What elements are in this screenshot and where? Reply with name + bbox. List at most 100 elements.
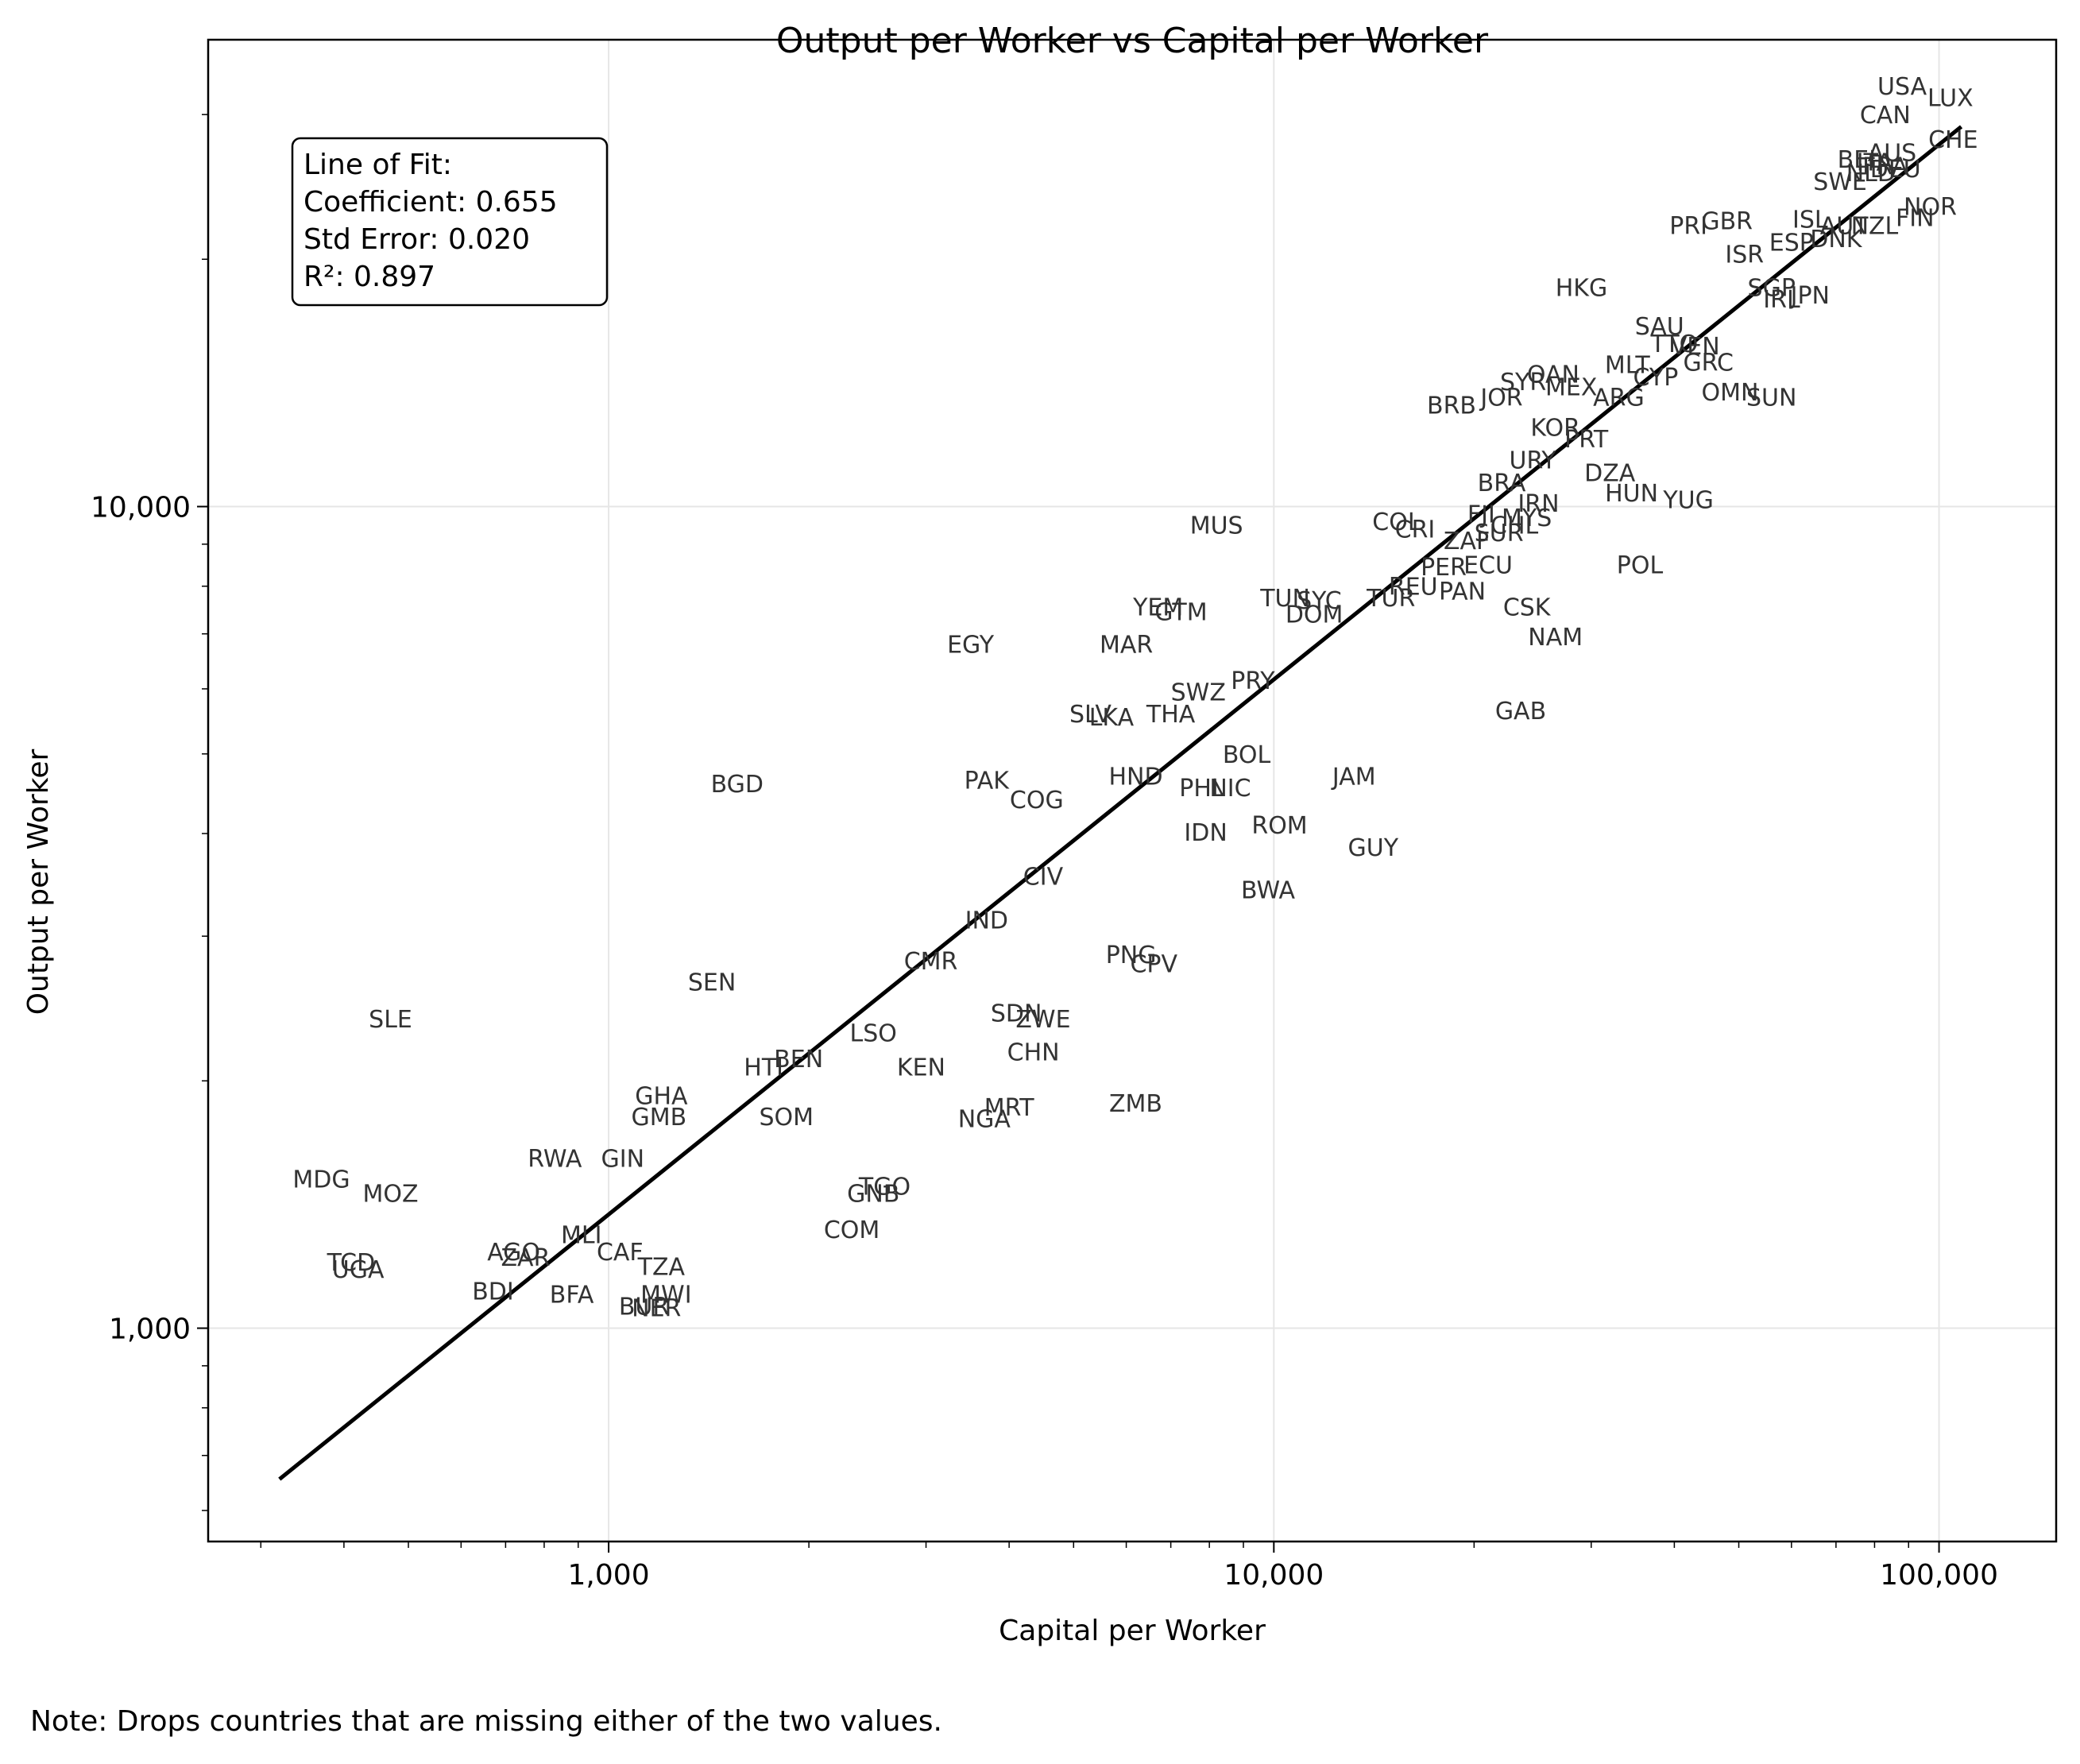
country-point-cri: CRI xyxy=(1395,516,1436,544)
country-point-isr: ISR xyxy=(1725,242,1764,269)
country-point-uga: UGA xyxy=(332,1256,385,1284)
country-point-nga: NGA xyxy=(958,1106,1011,1134)
country-point-nam: NAM xyxy=(1528,624,1583,652)
country-point-tto: TTO xyxy=(1650,331,1699,358)
country-point-pak: PAK xyxy=(965,767,1011,795)
country-point-phl: PHL xyxy=(1179,775,1225,803)
country-point-civ: CIV xyxy=(1023,864,1064,892)
country-point-gtm: GTM xyxy=(1154,599,1207,627)
country-point-nld: NLD xyxy=(1846,160,1896,188)
country-point-grc: GRC xyxy=(1683,349,1734,377)
country-point-gmb: GMB xyxy=(631,1104,686,1132)
country-point-tgo: TGO xyxy=(858,1173,910,1201)
country-point-cyp: CYP xyxy=(1633,364,1679,392)
country-point-zar: ZAR xyxy=(501,1244,551,1272)
country-point-bra: BRA xyxy=(1478,470,1526,497)
fit-line xyxy=(278,125,1963,1481)
country-point-irl: IRL xyxy=(1763,286,1800,314)
country-point-zwe: ZWE xyxy=(1015,1006,1070,1034)
country-point-lka: LKA xyxy=(1089,704,1135,732)
footnote: Note: Drops countries that are missing e… xyxy=(30,1705,942,1738)
country-point-mar: MAR xyxy=(1100,632,1153,660)
country-point-tha: THA xyxy=(1146,701,1196,729)
y-tick-label: 10,000 xyxy=(91,492,191,524)
annotation-line: Coefficient: 0.655 xyxy=(303,186,558,219)
country-point-ury: URY xyxy=(1510,447,1557,475)
country-point-per: PER xyxy=(1421,554,1467,582)
country-point-tun: TUN xyxy=(1259,585,1310,613)
annotation-line: R²: 0.897 xyxy=(303,261,435,293)
country-point-tza: TZA xyxy=(637,1253,686,1281)
country-point-slv: SLV xyxy=(1069,701,1112,729)
country-point-lux: LUX xyxy=(1927,84,1974,112)
country-point-jpn: JPN xyxy=(1789,282,1830,310)
country-point-png: PNG xyxy=(1106,942,1157,969)
country-point-dom: DOM xyxy=(1286,602,1343,629)
country-point-zmb: ZMB xyxy=(1109,1090,1162,1118)
country-point-bur: BUR xyxy=(619,1293,669,1321)
country-point-brb: BRB xyxy=(1427,392,1476,420)
country-point-deu: DEU xyxy=(1870,156,1921,184)
country-point-oan: OAN xyxy=(1527,362,1579,389)
country-point-reu: REU xyxy=(1389,574,1438,602)
country-point-hti: HTI xyxy=(744,1054,783,1082)
country-point-pri: PRI xyxy=(1669,212,1707,240)
plot-frame xyxy=(207,38,2058,1543)
country-point-bwa: BWA xyxy=(1241,876,1296,904)
country-point-tcd: TCD xyxy=(327,1249,376,1277)
country-point-usa: USA xyxy=(1877,73,1927,101)
country-point-rwa: RWA xyxy=(528,1146,582,1174)
country-point-moz: MOZ xyxy=(363,1181,419,1209)
country-point-mex: MEX xyxy=(1545,373,1597,401)
country-point-cpv: CPV xyxy=(1130,950,1177,978)
country-point-sgp: SGP xyxy=(1748,274,1796,302)
y-axis-label: Output per Worker xyxy=(22,749,55,1015)
country-point-caf: CAF xyxy=(597,1239,644,1267)
country-point-com: COM xyxy=(824,1217,880,1244)
annotation-frame xyxy=(291,137,609,307)
country-point-guy: GUY xyxy=(1347,834,1398,862)
axis-ticks: 1,000 10,000 100,000 1,000 10,000 xyxy=(91,114,1998,1592)
country-point-irn: IRN xyxy=(1517,490,1559,518)
country-point-esp: ESP xyxy=(1769,229,1814,257)
country-point-cog: COG xyxy=(1010,787,1064,814)
country-point-bfa: BFA xyxy=(550,1282,594,1309)
country-point-zaf: ZAF xyxy=(1444,528,1490,555)
country-point-omn: OMN xyxy=(1701,379,1758,407)
country-point-ita: ITA xyxy=(1857,149,1893,176)
country-point-nor: NOR xyxy=(1904,194,1957,222)
country-point-gbr: GBR xyxy=(1701,207,1753,235)
country-point-mdg: MDG xyxy=(292,1166,350,1194)
country-point-dnk: DNK xyxy=(1810,226,1863,253)
country-point-dza: DZA xyxy=(1584,460,1636,488)
country-point-mus: MUS xyxy=(1190,513,1243,540)
country-point-syc: SYC xyxy=(1297,587,1342,615)
country-point-fra: FRA xyxy=(1862,153,1908,180)
country-point-cmr: CMR xyxy=(904,948,958,976)
country-point-yem: YEM xyxy=(1132,594,1183,622)
country-point-mys: MYS xyxy=(1502,505,1552,532)
country-point-sdn: SDN xyxy=(991,1000,1042,1028)
country-point-ago: AGO xyxy=(487,1239,540,1267)
grid-lines xyxy=(208,40,2056,1542)
country-point-mli: MLI xyxy=(561,1222,601,1250)
country-point-ken: KEN xyxy=(897,1054,945,1082)
country-point-idn: IDN xyxy=(1184,819,1227,847)
country-point-sun: SUN xyxy=(1746,384,1796,412)
country-point-sle: SLE xyxy=(369,1006,412,1034)
country-point-mlt: MLT xyxy=(1605,351,1650,379)
country-point-mrt: MRT xyxy=(984,1094,1035,1122)
country-point-gnb: GNB xyxy=(847,1181,899,1209)
country-point-nzl: NZL xyxy=(1851,212,1899,240)
country-point-can: CAN xyxy=(1860,102,1911,130)
fit-line-layer xyxy=(278,125,1963,1481)
country-point-jor: JOR xyxy=(1479,384,1522,412)
country-point-jam: JAM xyxy=(1331,764,1376,791)
fit-annotation: Line of Fit: Coefficient: 0.655 Std Erro… xyxy=(291,137,609,307)
country-point-aus: AUS xyxy=(1868,139,1917,167)
country-point-hun: HUN xyxy=(1605,480,1658,508)
country-point-bol: BOL xyxy=(1223,741,1271,769)
country-point-bgd: BGD xyxy=(711,771,764,799)
country-point-hnd: HND xyxy=(1108,764,1162,791)
